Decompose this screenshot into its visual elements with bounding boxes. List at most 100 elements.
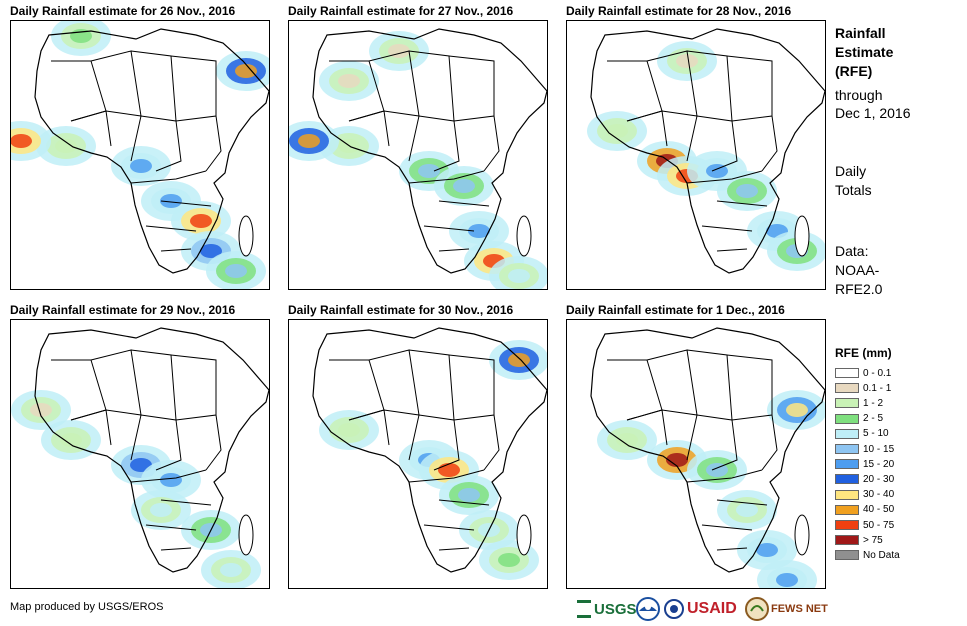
- country-border: [408, 170, 485, 184]
- legend-label: 5 - 10: [863, 428, 889, 440]
- noaa-logo: [636, 596, 660, 622]
- country-border: [711, 419, 738, 471]
- side-totals: Totals: [835, 182, 872, 198]
- legend-label: 0.1 - 1: [863, 382, 892, 394]
- country-border: [160, 248, 192, 252]
- rainfall-area: [338, 74, 360, 88]
- country-border: [130, 115, 142, 162]
- legend-label: 30 - 40: [863, 489, 895, 501]
- country-border: [726, 55, 773, 122]
- country-border: [423, 524, 475, 531]
- map-panel-6: [566, 319, 826, 589]
- usgs-logo-text: USGS: [594, 600, 637, 618]
- country-border: [408, 50, 455, 122]
- rainfall-area: [468, 224, 490, 238]
- africa-coastline: [34, 327, 269, 573]
- rainfall-area: [616, 433, 638, 447]
- legend-swatch: [835, 368, 859, 378]
- country-border: [205, 115, 222, 172]
- rainfall-area: [508, 353, 530, 367]
- legend-label: 20 - 30: [863, 473, 895, 485]
- madagascar-outline: [516, 215, 532, 257]
- country-border: [716, 248, 748, 252]
- rainfall-area: [55, 139, 77, 153]
- country-border: [711, 120, 738, 172]
- legend-item: 50 - 75: [835, 518, 894, 532]
- side-data-source-1: NOAA-: [835, 262, 880, 278]
- country-border: [130, 469, 207, 483]
- legend-label: 50 - 75: [863, 519, 895, 531]
- country-border: [423, 225, 475, 232]
- country-border: [686, 115, 698, 162]
- credit-text: Map produced by USGS/EROS: [10, 601, 164, 613]
- country-border: [438, 248, 470, 252]
- africa-rainfall-map-4: [11, 327, 269, 588]
- legend-item: 5 - 10: [835, 427, 889, 441]
- country-border: [716, 499, 768, 506]
- rainfall-area: [220, 563, 242, 577]
- africa-rainfall-map-6: [590, 327, 825, 588]
- country-border: [433, 120, 460, 172]
- country-border: [438, 547, 470, 551]
- rainfall-area: [338, 423, 360, 437]
- rainfall-area: [786, 403, 808, 417]
- legend-item: > 75: [835, 533, 883, 547]
- map-panel-2: [288, 20, 548, 290]
- country-border: [761, 115, 778, 172]
- legend-swatch: [835, 413, 859, 424]
- country-border: [483, 115, 500, 172]
- rainfall-area: [298, 134, 320, 148]
- rainfall-area: [418, 164, 440, 178]
- side-heading-3: (RFE): [835, 63, 873, 79]
- legend-item: 1 - 2: [835, 396, 883, 410]
- rainfall-area: [458, 488, 480, 502]
- madagascar-outline: [238, 514, 254, 556]
- country-border: [686, 469, 763, 483]
- country-border: [433, 419, 460, 471]
- legend-label: 10 - 15: [863, 443, 895, 455]
- legend-label: 0 - 0.1: [863, 367, 892, 379]
- legend-item: No Data: [835, 548, 900, 562]
- legend-swatch: [835, 535, 859, 546]
- country-border: [438, 200, 490, 207]
- panel-title-4: Daily Rainfall estimate for 29 Nov., 201…: [10, 303, 236, 317]
- africa-coastline: [590, 28, 825, 274]
- country-border: [90, 50, 142, 117]
- country-border: [130, 50, 177, 122]
- country-border: [155, 419, 182, 471]
- map-panel-5: [288, 319, 548, 589]
- legend-item: 15 - 20: [835, 457, 894, 471]
- country-border: [686, 50, 733, 122]
- country-border: [448, 55, 495, 122]
- country-border: [170, 354, 217, 421]
- legend-label: 2 - 5: [863, 413, 884, 425]
- legend-swatch: [835, 474, 859, 485]
- panel-title-1: Daily Rainfall estimate for 26 Nov., 201…: [10, 4, 236, 18]
- legend-label: > 75: [863, 534, 883, 546]
- country-border: [483, 414, 500, 471]
- legend-swatch: [835, 520, 859, 530]
- country-border: [160, 547, 192, 551]
- africa-rainfall-map-1: [11, 21, 269, 289]
- side-data-source-2: RFE2.0: [835, 281, 883, 297]
- rainfall-area: [706, 463, 728, 477]
- country-border: [130, 414, 142, 461]
- rainfall-area: [30, 403, 52, 417]
- country-border: [448, 354, 495, 421]
- map-panel-4: [10, 319, 270, 589]
- country-border: [646, 349, 698, 416]
- country-border: [686, 170, 763, 184]
- rainfall-area: [453, 179, 475, 193]
- legend-swatch: [835, 398, 859, 409]
- rainfall-area: [676, 54, 698, 68]
- country-border: [348, 409, 390, 446]
- usaid-logo-text: USAID: [687, 600, 737, 617]
- rainfall-area: [498, 553, 520, 567]
- rainfall-area: [130, 159, 152, 173]
- legend-item: 2 - 5: [835, 412, 883, 426]
- country-border: [70, 110, 112, 147]
- legend-swatch: [835, 428, 859, 439]
- rainfall-area: [756, 543, 778, 557]
- map-panel-1: [10, 20, 270, 290]
- country-border: [90, 349, 142, 416]
